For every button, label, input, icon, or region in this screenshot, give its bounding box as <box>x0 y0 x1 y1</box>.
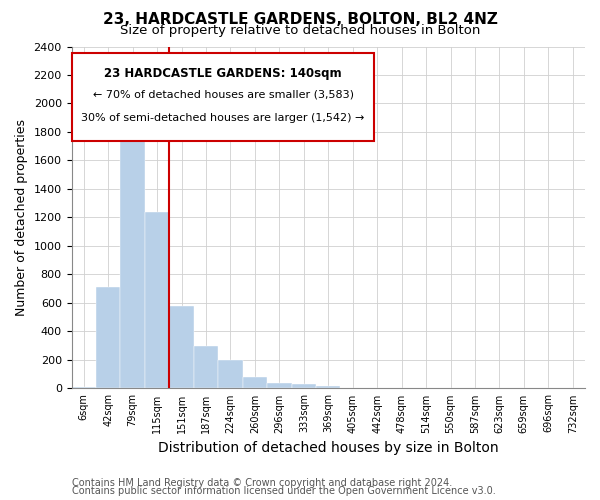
Bar <box>71 387 96 388</box>
Text: ← 70% of detached houses are smaller (3,583): ← 70% of detached houses are smaller (3,… <box>92 90 353 100</box>
Text: Contains public sector information licensed under the Open Government Licence v3: Contains public sector information licen… <box>72 486 496 496</box>
Text: 30% of semi-detached houses are larger (1,542) →: 30% of semi-detached houses are larger (… <box>82 113 365 123</box>
Text: 23 HARDCASTLE GARDENS: 140sqm: 23 HARDCASTLE GARDENS: 140sqm <box>104 67 342 80</box>
Y-axis label: Number of detached properties: Number of detached properties <box>15 119 28 316</box>
Bar <box>96 288 121 388</box>
Text: Contains HM Land Registry data © Crown copyright and database right 2024.: Contains HM Land Registry data © Crown c… <box>72 478 452 488</box>
Bar <box>242 377 267 388</box>
Text: 23, HARDCASTLE GARDENS, BOLTON, BL2 4NZ: 23, HARDCASTLE GARDENS, BOLTON, BL2 4NZ <box>103 12 497 28</box>
Bar <box>145 212 169 388</box>
Bar <box>316 386 340 388</box>
Bar <box>194 346 218 389</box>
Bar <box>292 384 316 388</box>
X-axis label: Distribution of detached houses by size in Bolton: Distribution of detached houses by size … <box>158 441 499 455</box>
Bar <box>169 306 194 388</box>
Bar <box>267 382 292 388</box>
Bar <box>218 360 242 388</box>
Text: Size of property relative to detached houses in Bolton: Size of property relative to detached ho… <box>120 24 480 37</box>
FancyBboxPatch shape <box>71 54 374 141</box>
Bar <box>121 110 145 388</box>
